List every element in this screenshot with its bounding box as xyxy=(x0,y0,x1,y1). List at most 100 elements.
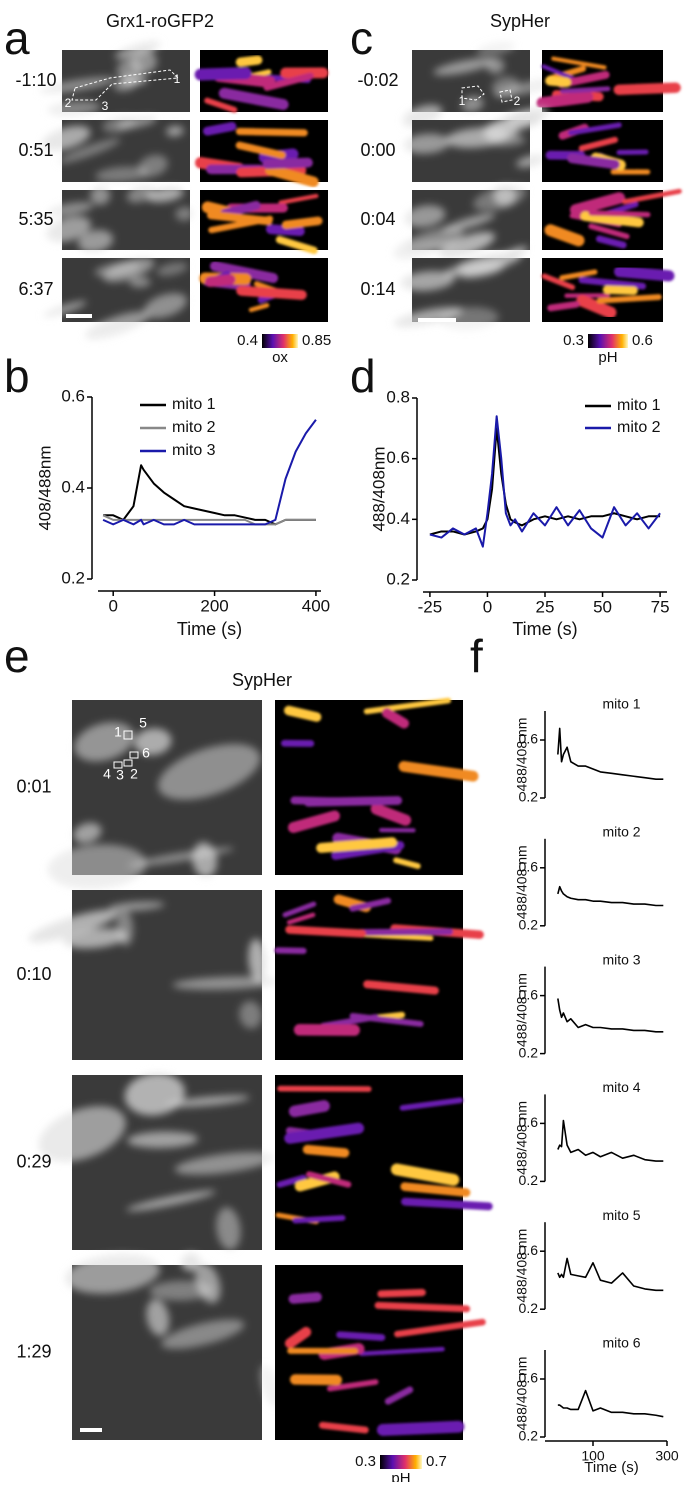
y-axis-label: 488/408 nm xyxy=(514,1357,530,1431)
structure xyxy=(267,163,308,164)
roi-label: 1 xyxy=(174,72,181,86)
panel-label: f xyxy=(470,630,483,682)
structure xyxy=(322,1425,365,1430)
data-line xyxy=(558,728,663,779)
structure xyxy=(619,88,676,90)
time-label: 6:37 xyxy=(18,279,53,299)
panel-label: e xyxy=(4,630,30,682)
structure xyxy=(271,229,300,231)
structure xyxy=(278,950,304,951)
colorbar-min: 0.4 xyxy=(237,332,258,349)
structure xyxy=(551,304,577,308)
y-axis-label: 408/488nm xyxy=(35,445,54,530)
roi-label: 4 xyxy=(103,766,111,782)
x-axis-label: Time (s) xyxy=(512,619,577,639)
roi-label: 5 xyxy=(139,715,147,731)
structure xyxy=(562,89,608,91)
structure xyxy=(207,126,232,131)
structure xyxy=(620,272,669,276)
x-tick-label: -25 xyxy=(418,597,443,616)
time-label: 0:14 xyxy=(360,279,395,299)
colorbar-min: 0.3 xyxy=(563,332,584,349)
roi-label: 3 xyxy=(102,99,109,113)
x-tick-label: 0 xyxy=(483,597,492,616)
roi-label: 2 xyxy=(514,94,521,108)
structure xyxy=(321,842,392,848)
panel-title: SypHer xyxy=(490,11,550,31)
structure xyxy=(295,1379,337,1380)
y-tick-label: 0.8 xyxy=(386,387,410,406)
colorbar-unit: ox xyxy=(272,349,288,366)
colorbar-max: 0.85 xyxy=(302,332,331,349)
colorbar-min: 0.3 xyxy=(355,1453,376,1470)
colorbar-unit: pH xyxy=(391,1470,410,1482)
time-label: 0:00 xyxy=(360,140,395,160)
data-line xyxy=(430,428,660,534)
structure xyxy=(294,800,349,801)
x-axis-label: Time (s) xyxy=(177,619,242,639)
chart-title: mito 2 xyxy=(602,824,640,840)
time-label: -0:02 xyxy=(357,70,398,90)
panel-label: c xyxy=(350,12,373,64)
roi-label: 6 xyxy=(142,745,150,761)
structure xyxy=(361,932,450,933)
structure xyxy=(591,213,648,215)
structure xyxy=(405,1202,489,1207)
x-tick-label: 50 xyxy=(593,597,612,616)
time-label: 1:29 xyxy=(16,1341,51,1361)
data-line xyxy=(558,887,663,906)
structure xyxy=(211,215,268,221)
scale-bar xyxy=(418,318,456,322)
time-label: 0:01 xyxy=(16,776,51,796)
y-tick-label: 0.4 xyxy=(386,509,410,528)
y-tick-label: 0.6 xyxy=(386,448,410,467)
time-label: 0:29 xyxy=(16,1151,51,1171)
roi-label: 2 xyxy=(130,766,138,782)
colorbar xyxy=(262,334,298,348)
structure xyxy=(239,131,304,132)
colorbar xyxy=(380,1455,422,1469)
x-tick-label: 0 xyxy=(108,596,117,615)
chart-title: mito 3 xyxy=(602,951,640,967)
y-axis-label: 488/408 nm xyxy=(514,973,530,1047)
chart-title: mito 5 xyxy=(602,1207,640,1223)
panel-label: a xyxy=(4,12,30,64)
data-line xyxy=(558,1391,663,1417)
y-axis-label: 488/408 nm xyxy=(514,718,530,792)
y-axis-label: 488/408 nm xyxy=(514,1229,530,1303)
x-tick-label: 75 xyxy=(651,597,670,616)
structure xyxy=(405,1187,466,1193)
structure xyxy=(295,1106,324,1111)
structure xyxy=(241,291,302,295)
y-axis-label: 488/408 nm xyxy=(514,1101,530,1175)
panel-label: d xyxy=(350,350,376,402)
colorbar-max: 0.7 xyxy=(426,1453,447,1470)
roi-label: 1 xyxy=(114,724,122,740)
structure xyxy=(542,97,587,103)
chart-title: mito 1 xyxy=(602,696,640,712)
data-line xyxy=(558,999,663,1032)
legend-label: mito 2 xyxy=(172,419,216,436)
structure xyxy=(307,1150,344,1153)
colorbar-max: 0.6 xyxy=(632,332,653,349)
time-label: 0:51 xyxy=(18,140,53,160)
structure xyxy=(572,158,615,164)
structure xyxy=(289,930,362,934)
structure xyxy=(289,711,317,717)
x-axis-label: Time (s) xyxy=(584,1459,638,1476)
roi-label: 3 xyxy=(116,767,124,783)
structure xyxy=(378,1305,467,1308)
structure xyxy=(286,221,318,225)
legend-label: mito 1 xyxy=(617,397,661,414)
structure xyxy=(340,1335,382,1338)
scale-bar xyxy=(80,1428,102,1432)
y-tick-label: 0.2 xyxy=(386,569,410,588)
time-label: 0:10 xyxy=(16,964,51,984)
structure xyxy=(293,1297,317,1299)
panel-title: Grx1-roGFP2 xyxy=(106,11,214,31)
roi-label: 2 xyxy=(65,96,72,110)
y-tick-label: 0.6 xyxy=(61,386,85,405)
x-tick-label: 400 xyxy=(302,596,330,615)
x-tick-label: 300 xyxy=(655,1448,679,1464)
panel-title: SypHer xyxy=(232,670,292,690)
